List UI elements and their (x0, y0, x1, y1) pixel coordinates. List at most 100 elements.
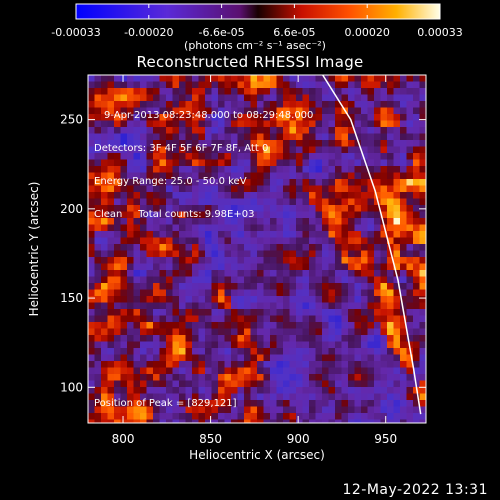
heatmap-cell (211, 224, 219, 232)
heatmap-cell (192, 413, 199, 420)
heatmap-cell (354, 380, 362, 388)
heatmap-cell (335, 380, 342, 388)
heatmap-cell (309, 185, 316, 193)
heatmap-cell (159, 387, 167, 394)
heatmap-cell (400, 179, 407, 186)
heatmap-cell (367, 120, 375, 128)
heatmap-cell (302, 120, 310, 128)
heatmap-cell (328, 133, 336, 141)
heatmap-cell (387, 263, 394, 271)
heatmap-cell (341, 322, 349, 329)
heatmap-cell (367, 341, 375, 349)
heatmap-cell (224, 341, 232, 349)
heatmap-cell (172, 315, 180, 323)
heatmap-cell (341, 192, 349, 199)
heatmap-cell (244, 140, 251, 147)
heatmap-cell (413, 302, 420, 310)
heatmap-cell (393, 335, 401, 342)
heatmap-cell (114, 361, 121, 368)
heatmap-cell (406, 283, 414, 290)
heatmap-cell (159, 328, 167, 336)
heatmap-cell (276, 133, 284, 141)
heatmap-cell (328, 140, 336, 147)
heatmap-cell (133, 140, 141, 147)
heatmap-cell (133, 179, 141, 186)
heatmap-cell (224, 250, 232, 258)
heatmap-cell (341, 166, 349, 173)
heatmap-cell (283, 419, 290, 423)
heatmap-cell (283, 400, 290, 407)
heatmap-cell (335, 218, 342, 225)
heatmap-cell (270, 289, 277, 297)
heatmap-cell (205, 75, 212, 82)
heatmap-cell (315, 231, 323, 238)
heatmap-cell (166, 107, 173, 115)
heatmap-cell (250, 120, 258, 128)
heatmap-cell (101, 211, 108, 219)
heatmap-cell (335, 374, 342, 381)
heatmap-cell (179, 120, 186, 128)
heatmap-cell (335, 400, 342, 407)
heatmap-cell (341, 179, 349, 186)
x-tick-label: 900 (287, 432, 310, 446)
heatmap-cell (244, 419, 251, 423)
heatmap-cell (107, 224, 115, 232)
heatmap-cell (107, 133, 115, 141)
heatmap-cell (133, 101, 141, 108)
heatmap-cell (140, 387, 147, 394)
heatmap-cell (315, 179, 323, 186)
heatmap-cell (218, 315, 225, 323)
heatmap-cell (263, 380, 271, 388)
heatmap-cell (348, 244, 355, 251)
heatmap-cell (166, 88, 173, 95)
heatmap-cell (309, 413, 316, 420)
heatmap-cell (361, 179, 368, 186)
heatmap-cell (166, 172, 173, 180)
heatmap-cell (172, 283, 180, 290)
heatmap-cell (127, 88, 134, 95)
heatmap-cell (120, 140, 128, 147)
heatmap-cell (296, 205, 303, 212)
heatmap-cell (374, 348, 381, 355)
heatmap-cell (237, 159, 245, 167)
heatmap-cell (367, 361, 375, 368)
heatmap-cell (179, 75, 186, 82)
heatmap-cell (283, 328, 290, 336)
heatmap-cell (302, 413, 310, 420)
heatmap-cell (185, 283, 193, 290)
heatmap-cell (172, 107, 180, 115)
heatmap-cell (302, 348, 310, 355)
heatmap-cell (315, 419, 323, 423)
heatmap-cell (322, 101, 329, 108)
heatmap-cell (127, 107, 134, 115)
heatmap-cell (211, 94, 219, 102)
heatmap-cell (94, 302, 102, 310)
heatmap-cell (296, 276, 303, 284)
heatmap-cell (367, 179, 375, 186)
heatmap-cell (361, 257, 368, 264)
heatmap-cell (309, 107, 316, 115)
heatmap-cell (185, 244, 193, 251)
heatmap-cell (101, 328, 108, 336)
heatmap-cell (224, 114, 232, 121)
heatmap-cell (380, 263, 388, 271)
heatmap-cell (107, 296, 115, 303)
heatmap-cell (380, 231, 388, 238)
heatmap-cell (192, 237, 199, 245)
heatmap-cell (354, 361, 362, 368)
heatmap-cell (159, 205, 167, 212)
heatmap-cell (419, 380, 426, 388)
heatmap-cell (328, 276, 336, 284)
heatmap-cell (159, 335, 167, 342)
heatmap-cell (172, 172, 180, 180)
heatmap-cell (192, 146, 199, 154)
heatmap-cell (413, 296, 420, 303)
heatmap-cell (413, 218, 420, 225)
heatmap-cell (257, 302, 264, 310)
heatmap-cell (296, 309, 303, 316)
heatmap-cell (400, 367, 407, 375)
heatmap-cell (192, 367, 199, 375)
heatmap-cell (315, 120, 323, 128)
heatmap-cell (322, 192, 329, 199)
heatmap-cell (192, 361, 199, 368)
